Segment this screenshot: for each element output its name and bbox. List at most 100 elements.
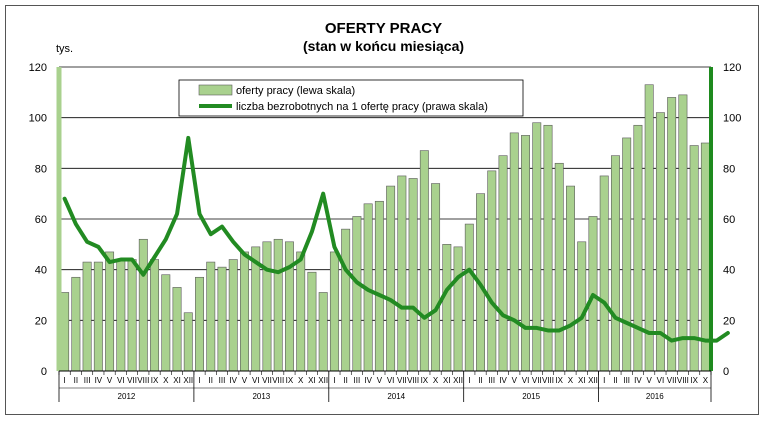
bar [487,170,497,372]
bar [150,259,160,372]
bar [172,287,182,372]
bar [206,261,216,372]
bar [532,122,542,372]
month-label: VII [532,376,542,385]
bar [195,276,204,372]
bar [431,183,441,372]
right-tick-label: 20 [723,315,735,327]
bar [105,251,115,372]
month-label: III [488,376,495,385]
bar [554,162,564,372]
month-label: II [74,376,78,385]
left-axis-unit: tys. [56,43,73,55]
month-label: IX [421,376,429,385]
bar [566,185,575,372]
bar [667,97,677,372]
bar [273,238,283,372]
year-label: 2016 [646,392,664,401]
left-tick-label: 120 [29,62,47,74]
month-label: II [613,376,617,385]
bar [240,251,249,372]
month-label: X [703,376,709,385]
bar [183,312,193,372]
month-label: VIII [407,376,419,385]
bar [453,246,463,372]
bar [633,124,643,372]
month-label: I [64,376,66,385]
bar [577,241,587,372]
month-label: XII [453,376,463,385]
bar [498,155,508,372]
month-label: I [603,376,605,385]
bar [408,178,418,372]
year-label: 2015 [522,392,540,401]
month-label: I [468,376,470,385]
left-tick-label: 100 [29,113,47,125]
month-label: I [198,376,200,385]
month-label: XII [318,376,328,385]
month-label: VI [387,376,395,385]
year-label: 2014 [387,392,405,401]
month-label: XI [308,376,316,385]
month-label: III [354,376,361,385]
month-label: VII [127,376,137,385]
month-label: VIII [137,376,149,385]
bar [509,132,519,372]
legend-label-line: liczba bezrobotnych na 1 ofertę pracy (p… [236,101,488,113]
chart-title: OFERTY PRACY [324,20,443,37]
month-label: XI [173,376,181,385]
month-label: VI [117,376,125,385]
bar [307,271,317,372]
right-tick-label: 60 [723,214,735,226]
month-label: II [343,376,347,385]
bar [442,244,452,372]
month-label: IV [499,376,507,385]
bar [610,155,620,372]
month-label: VI [252,376,260,385]
legend-label-bars: oferty pracy (lewa skala) [236,85,355,97]
month-label: III [623,376,630,385]
bar [341,228,351,372]
left-tick-label: 20 [35,315,47,327]
bar [262,241,272,372]
bar [644,84,654,372]
month-label: VIII [542,376,554,385]
month-label: XII [183,376,193,385]
bar [419,150,429,372]
bar [138,238,148,372]
bar [543,124,553,372]
year-label: 2013 [252,392,270,401]
month-label: IX [555,376,563,385]
year-label: 2012 [118,392,136,401]
left-tick-label: 0 [41,366,47,378]
left-tick-label: 60 [35,214,47,226]
bar [228,259,238,372]
month-label: XI [578,376,586,385]
right-tick-label: 80 [723,163,735,175]
month-label: IV [95,376,103,385]
bar [60,292,70,372]
month-label: II [478,376,482,385]
month-label: VI [522,376,530,385]
right-tick-label: 0 [723,366,729,378]
left-tick-label: 80 [35,163,47,175]
month-label: V [242,376,248,385]
bar [700,142,710,372]
legend-box [178,79,524,117]
month-label: IX [151,376,159,385]
month-label: IV [364,376,372,385]
bar [93,261,103,372]
series-line [62,135,730,343]
month-label: IX [286,376,294,385]
bar [397,175,407,372]
bar [678,94,688,372]
month-label: V [647,376,653,385]
month-label: IX [690,376,698,385]
bar [284,241,294,372]
bar [599,175,609,372]
bar [127,259,137,372]
right-tick-label: 40 [723,265,735,277]
bar [464,223,474,372]
bar [161,274,171,372]
month-label: IV [634,376,642,385]
